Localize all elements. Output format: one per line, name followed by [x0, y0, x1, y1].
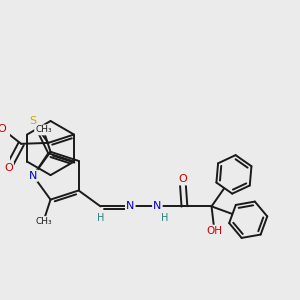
Text: O: O — [0, 124, 6, 134]
Text: H: H — [97, 213, 104, 223]
Text: CH₃: CH₃ — [35, 125, 52, 134]
Text: S: S — [29, 116, 36, 126]
Text: H: H — [161, 213, 169, 223]
Text: OH: OH — [206, 226, 222, 236]
Text: N: N — [153, 201, 162, 212]
Text: O: O — [4, 163, 13, 173]
Text: N: N — [29, 171, 37, 181]
Text: O: O — [178, 174, 187, 184]
Text: CH₃: CH₃ — [35, 217, 52, 226]
Text: N: N — [126, 201, 134, 212]
